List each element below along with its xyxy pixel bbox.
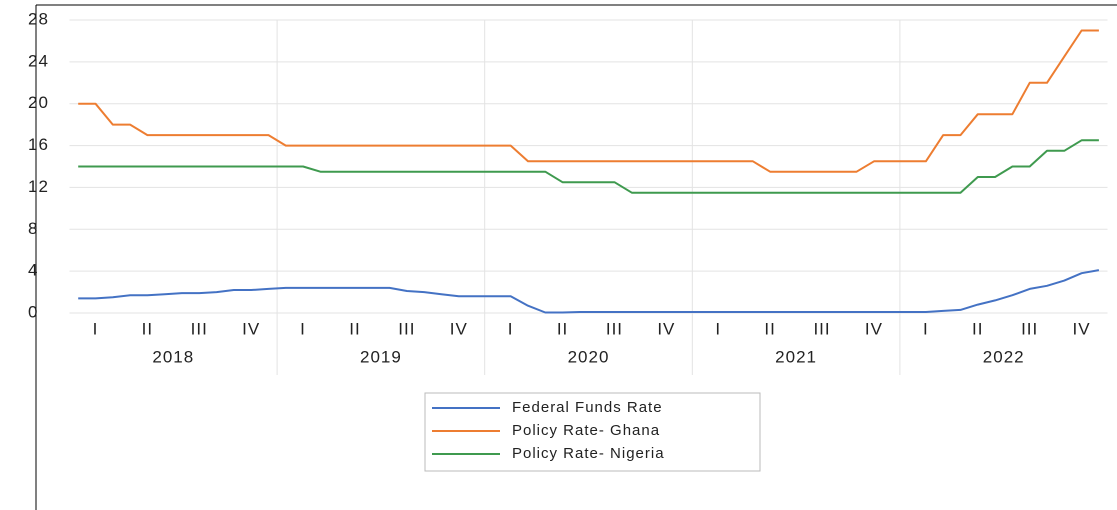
x-tick-label: III	[191, 319, 208, 338]
x-group-label: 2020	[568, 347, 610, 366]
x-tick-label: II	[557, 319, 568, 338]
x-tick-label: II	[142, 319, 153, 338]
y-tick-label: 8	[28, 219, 38, 238]
x-tick-label: IV	[450, 319, 468, 338]
y-tick-label: 24	[28, 51, 49, 70]
y-tick-label: 20	[28, 93, 49, 112]
series-line	[78, 29, 1099, 173]
x-tick-label: I	[93, 319, 99, 338]
y-tick-label: 0	[28, 302, 38, 321]
x-group-label: 2019	[360, 347, 402, 366]
legend-label: Policy Rate- Nigeria	[512, 445, 665, 462]
x-tick-label: III	[813, 319, 830, 338]
legend-label: Policy Rate- Ghana	[512, 422, 660, 439]
series-line	[78, 269, 1100, 314]
y-tick-label: 12	[28, 177, 49, 196]
series-line	[78, 139, 1099, 194]
x-tick-label: II	[349, 319, 360, 338]
x-tick-label: IV	[242, 319, 260, 338]
y-tick-label: 28	[28, 9, 49, 28]
y-tick-label: 16	[28, 135, 49, 154]
x-group-label: 2018	[152, 347, 194, 366]
x-tick-label: II	[972, 319, 983, 338]
y-tick-label: 4	[28, 261, 38, 280]
x-group-label: 2022	[983, 347, 1025, 366]
legend-label: Federal Funds Rate	[512, 399, 663, 416]
x-tick-label: II	[764, 319, 775, 338]
x-tick-label: III	[1021, 319, 1038, 338]
legend: Federal Funds Rate Policy Rate- Ghana Poli…	[432, 399, 665, 462]
x-tick-label: I	[508, 319, 514, 338]
x-tick-label: III	[398, 319, 415, 338]
x-tick-label: I	[923, 319, 929, 338]
x-tick-label: IV	[657, 319, 675, 338]
x-group-label: 2021	[775, 347, 817, 366]
x-tick-label: IV	[865, 319, 883, 338]
x-tick-label: IV	[1073, 319, 1091, 338]
x-tick-label: III	[606, 319, 623, 338]
x-tick-label: I	[300, 319, 306, 338]
x-tick-label: I	[715, 319, 721, 338]
